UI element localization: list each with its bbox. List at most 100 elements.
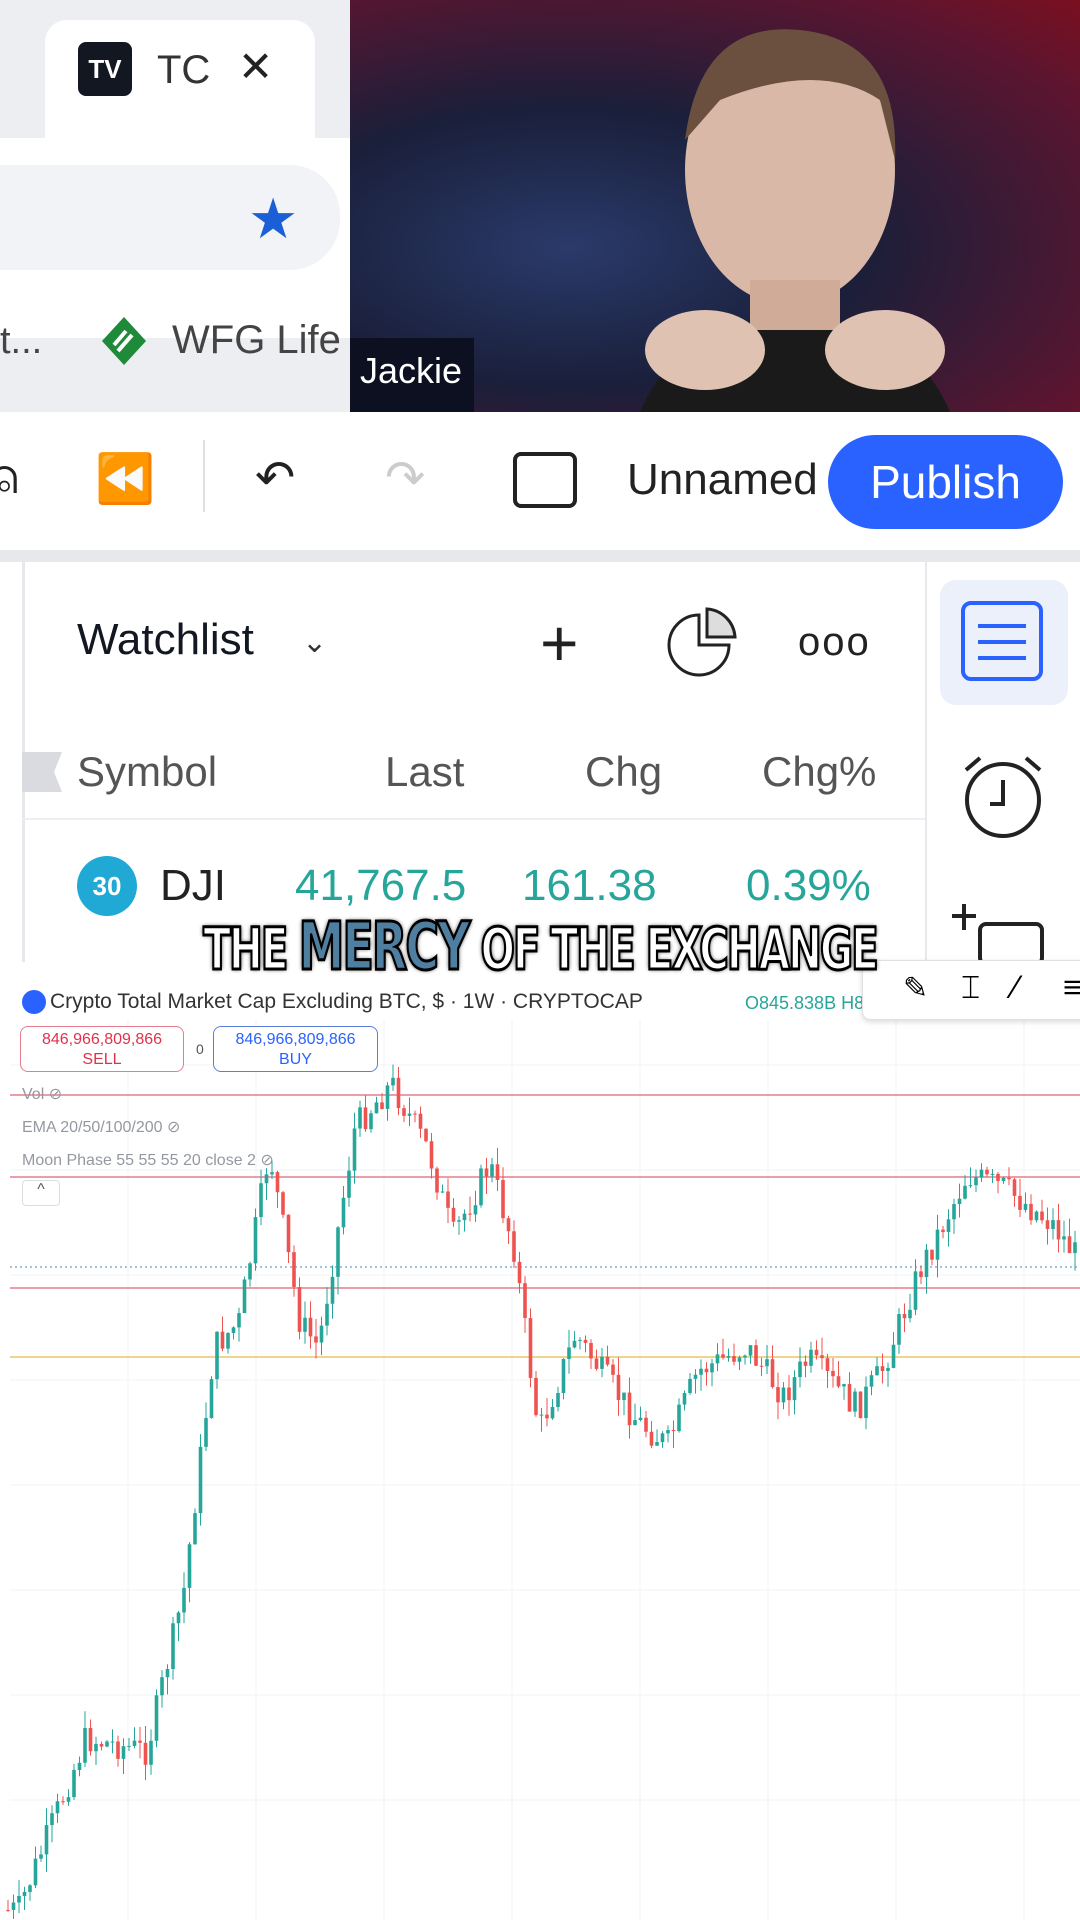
chevron-down-icon[interactable]: ⌄ [302,626,328,659]
caption-word: THE [202,915,289,984]
candle-body [721,1354,725,1358]
candle-body [330,1276,335,1304]
candle-body [110,1741,115,1743]
candle-body [193,1513,197,1545]
brush-icon[interactable]: ✎ [903,972,929,1005]
candle-body [94,1743,98,1752]
candle-body [572,1340,577,1348]
chart-symbol-title[interactable]: Crypto Total Market Cap Excluding BTC, $… [50,990,643,1013]
candle-body [259,1183,263,1218]
candle-body [633,1420,637,1426]
candle-body [798,1361,802,1378]
candle-body [765,1359,769,1367]
column-header-symbol[interactable]: Symbol [77,748,218,795]
column-header-chg[interactable]: Chg [585,748,663,795]
add-note-icon[interactable] [950,900,1050,962]
publish-button[interactable]: Publish [828,435,1063,529]
watchlist-title[interactable]: Watchlist [77,615,254,664]
candle-body [33,1858,38,1886]
candle-body [127,1745,131,1747]
tradingview-logo-icon: TV [78,42,132,96]
eye-hidden-icon[interactable]: ⊘ [260,1152,274,1169]
candle-body [792,1377,797,1401]
candle-body [594,1358,599,1369]
candle-body [605,1356,610,1365]
pie-chart-icon[interactable] [665,605,741,681]
candle-body [358,1107,362,1129]
replay-icon[interactable]: ⏪ [95,453,155,506]
candle-body [105,1741,109,1747]
candle-body [1023,1203,1028,1210]
redo-icon[interactable]: ↷ [385,452,426,505]
candle-body [1029,1203,1033,1221]
indicator-ema[interactable]: EMA 20/50/100/200 ⊘ [22,1118,180,1138]
candle-body [550,1406,555,1419]
candle-body [880,1366,885,1372]
indicator-label: Vol [22,1086,45,1103]
column-header-chg-pct[interactable]: Chg% [762,748,877,795]
chart-area[interactable] [10,965,1080,1920]
candle-body [457,1220,461,1222]
alarm-clock-icon[interactable] [958,752,1048,842]
bookmark-truncated[interactable]: t... [0,320,43,362]
eye-hidden-icon[interactable]: ⊘ [48,1086,63,1103]
candle-body [776,1387,780,1403]
candle-body [990,1173,995,1175]
candle-body [220,1331,225,1349]
alert-add-icon[interactable]: ⍝ [0,451,19,504]
indicator-vol[interactable]: Vol ⊘ [22,1085,62,1105]
indicator-moon-phase[interactable]: Moon Phase 55 55 55 20 close 2 ⊘ [22,1151,274,1171]
star-icon[interactable]: ★ [248,187,299,250]
address-bar[interactable] [0,165,340,270]
candle-body [539,1414,544,1416]
candle-body [616,1374,621,1400]
candle-body [644,1417,648,1432]
candle-body [292,1252,296,1288]
candle-body [468,1213,472,1215]
candle-body [88,1727,93,1752]
add-symbol-icon[interactable]: + [540,606,579,680]
candle-body [946,1219,951,1233]
candle-body [523,1283,527,1319]
candle-body [297,1287,302,1332]
candle-body [413,1113,417,1115]
candle-body [561,1359,566,1394]
row-symbol[interactable]: DJI [160,861,226,910]
buy-button[interactable]: 846,966,809,866 BUY [213,1026,378,1072]
fullscreen-icon[interactable] [513,452,577,508]
candle-body [182,1587,186,1613]
candle-body [534,1377,538,1416]
buy-label: BUY [279,1051,312,1068]
sell-button[interactable]: 846,966,809,866 SELL [20,1026,184,1072]
undo-icon[interactable]: ↶ [255,452,296,505]
candle-body [380,1102,384,1109]
measure-icon[interactable]: ⌶ [961,969,981,1005]
candle-body [985,1169,989,1175]
candlestick-chart[interactable] [0,960,1080,1920]
candle-body [908,1309,912,1319]
column-header-last[interactable]: Last [385,748,465,795]
candle-body [1062,1236,1066,1240]
collapse-indicators-button[interactable]: ^ [22,1180,60,1206]
candle-body [160,1677,164,1696]
candle-body [924,1249,929,1278]
candle-body [154,1695,159,1741]
menu-icon[interactable]: ≡ [1063,969,1080,1005]
candle-body [726,1356,731,1358]
candle-body [501,1180,505,1219]
more-icon[interactable]: ooo [798,620,871,664]
bookmark-wfg-life[interactable]: WFG Life [172,318,341,362]
layout-name[interactable]: Unnamed [627,455,817,504]
trend-line-icon[interactable]: ⁄ [1013,969,1019,1005]
indicator-label: Moon Phase 55 55 55 20 close 2 [22,1152,256,1169]
candle-body [770,1359,775,1388]
candle-body [660,1433,665,1443]
candle-body [187,1544,192,1588]
candle-body [215,1331,219,1380]
close-icon[interactable]: ✕ [238,43,274,90]
candle-body [1034,1211,1039,1221]
candle-body [61,1801,65,1803]
eye-hidden-icon[interactable]: ⊘ [167,1119,181,1136]
candle-body [809,1349,813,1366]
candle-body [897,1314,901,1345]
